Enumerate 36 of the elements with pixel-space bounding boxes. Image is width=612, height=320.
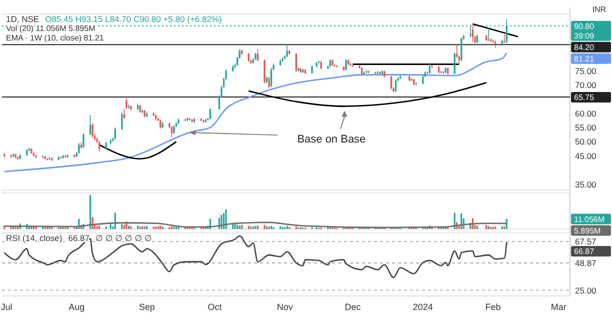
y-tick-label: 75.00 xyxy=(575,66,597,76)
annotation: Vol (20) 11.056M 5.895M xyxy=(6,24,96,33)
y-tick-label: 67.57 xyxy=(575,236,597,247)
ref-line-label: 90.80 xyxy=(574,22,595,31)
ref-line-label: 84.20 xyxy=(574,42,595,52)
text: INR xyxy=(592,5,606,14)
text: 5.895M xyxy=(574,226,602,236)
x-tick-label: 2024 xyxy=(412,302,433,312)
y-tick-label: 48.87 xyxy=(575,258,597,268)
y-tick-label: 35.00 xyxy=(575,179,597,190)
annotation: Base on Base xyxy=(297,133,366,146)
chart-title: RSI (14, close) xyxy=(6,233,62,243)
y-tick-label: 55.00 xyxy=(575,122,597,133)
chart-subtitle: O85.45 H93.15 L84.70 C90.80 +5.80 (+6.82%) xyxy=(45,14,222,24)
x-tick-label: Jul xyxy=(0,302,12,312)
x-tick-label: Dec xyxy=(344,302,362,312)
y-tick-label: 70.00 xyxy=(575,80,597,90)
text: 39:09 xyxy=(574,31,595,40)
annotation: ∅ ∅ ∅ ∅ ∅ ∅ xyxy=(96,233,152,243)
chart-title: 1D, NSE xyxy=(6,14,40,24)
x-tick-label: Oct xyxy=(208,302,222,312)
text: 11.056M xyxy=(574,214,605,224)
y-tick-label: 50.00 xyxy=(575,136,597,147)
annotation: 66.87 xyxy=(68,233,90,243)
ref-line-label: 65.75 xyxy=(574,93,595,102)
y-tick-label: 60.00 xyxy=(575,108,597,118)
annotation: EMA · 1W (10, close) 81.21 xyxy=(6,34,104,42)
x-tick-label: Sep xyxy=(138,302,155,312)
y-tick-label: 25.00 xyxy=(575,285,597,296)
text: 81.21 xyxy=(574,54,595,64)
y-tick-label: 45.00 xyxy=(575,150,597,161)
x-tick-label: Nov xyxy=(276,302,294,312)
text: 66.87 xyxy=(574,247,595,256)
x-tick-label: Aug xyxy=(68,302,85,312)
x-tick-label: Mar xyxy=(550,302,566,312)
x-tick-label: Feb xyxy=(485,302,501,312)
